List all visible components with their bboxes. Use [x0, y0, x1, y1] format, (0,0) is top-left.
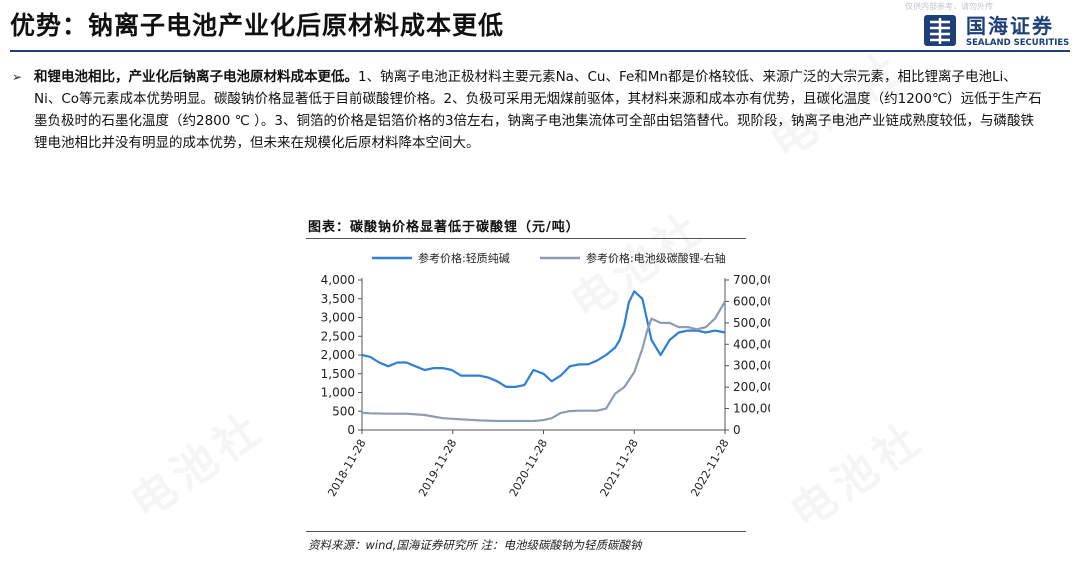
y-right-tick-label: 500,000 — [733, 316, 770, 330]
y-left-tick-label: 2,500 — [321, 329, 355, 343]
y-left-tick-label: 3,500 — [321, 292, 355, 306]
y-right-tick-label: 0 — [733, 423, 741, 437]
axes: 0 500 1,000 1,500 2,000 2,500 3,000 3,500 4,000 0… — [321, 273, 770, 499]
disclaimer: 仅供内部参考，请勿外传 — [905, 2, 993, 11]
watermark: 电池社 — [121, 401, 274, 530]
price-chart: 参考价格:轻质纯碱 参考价格:电池级碳酸锂-右轴 0 500 1,000 1,500 2… — [321, 251, 770, 499]
chart-title-divider — [306, 238, 746, 239]
y-right-tick-label: 600,000 — [733, 294, 770, 308]
logo-chinese-name: 国海证券 — [966, 14, 1054, 38]
x-tick-label: 2022-11-28 — [688, 437, 731, 499]
y-right-tick-label: 700,000 — [733, 273, 770, 287]
x-tick-label: 2019-11-28 — [416, 437, 459, 499]
y-right-tick-label: 100,000 — [733, 402, 770, 416]
page-title: 优势：钠离子电池产业化后原材料成本更低 — [10, 11, 505, 40]
lead-sentence: 和锂电池相比，产业化后钠离子电池原材料成本更低。 — [34, 69, 358, 85]
source-divider — [306, 531, 746, 532]
y-left-tick-label: 1,000 — [321, 386, 355, 400]
company-logo: 国海证券 SEALAND SECURITIES — [922, 10, 1077, 54]
y-right-tick-label: 300,000 — [733, 359, 770, 373]
y-left-tick-label: 0 — [347, 423, 355, 437]
x-tick-label: 2021-11-28 — [598, 437, 641, 499]
body-paragraph: 和锂电池相比，产业化后钠离子电池原材料成本更低。1、钠离子电池正极材料主要元素N… — [34, 66, 1044, 154]
y-right-tick-label: 200,000 — [733, 380, 770, 394]
y-right-tick-label: 400,000 — [733, 337, 770, 351]
series-line-lithium — [361, 300, 726, 423]
y-left-tick-label: 2,000 — [321, 348, 355, 362]
plot-area — [361, 290, 726, 423]
bullet-arrow-icon: ➢ — [12, 70, 23, 84]
chart-title: 图表：碳酸钠价格显著低于碳酸锂（元/吨） — [308, 220, 580, 235]
watermark: 电池社 — [781, 411, 934, 540]
source-note: 资料来源：wind,国海证券研究所 注：电池级碳酸钠为轻质碳酸钠 — [308, 538, 642, 552]
x-tick-label: 2018-11-28 — [325, 437, 368, 499]
header-divider — [10, 50, 1070, 52]
legend-label-lithium: 参考价格:电池级碳酸锂-右轴 — [586, 251, 726, 265]
y-left-tick-label: 1,500 — [321, 367, 355, 381]
x-tick-label: 2020-11-28 — [507, 437, 550, 499]
y-left-tick-label: 3,000 — [321, 311, 355, 325]
legend-label-soda: 参考价格:轻质纯碱 — [418, 251, 510, 265]
logo-english-name: SEALAND SECURITIES — [966, 38, 1070, 48]
y-left-tick-label: 4,000 — [321, 273, 355, 287]
body-text: 1、钠离子电池正极材料主要元素Na、Cu、Fe和Mn都是价格较低、来源广泛的大宗… — [34, 69, 1042, 151]
sealand-logo-icon — [924, 15, 956, 46]
series-line-soda — [361, 290, 726, 388]
legend: 参考价格:轻质纯碱 参考价格:电池级碳酸锂-右轴 — [372, 251, 726, 265]
y-left-tick-label: 500 — [332, 404, 355, 418]
